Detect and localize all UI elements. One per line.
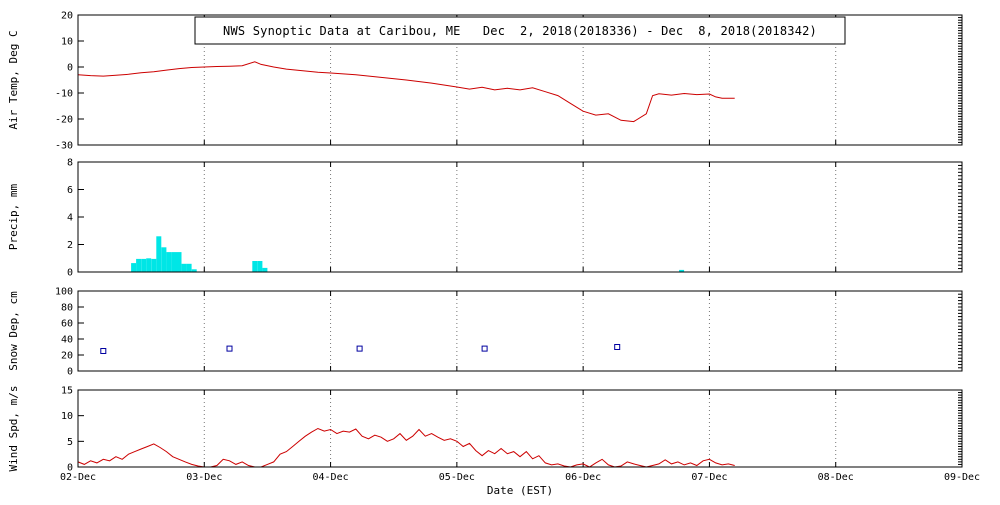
y-tick-label: 0 (67, 463, 73, 474)
precip-bar (161, 247, 167, 273)
y-tick-label: 10 (61, 411, 73, 422)
x-tick-label: 02-Dec (60, 472, 96, 483)
y-tick-label: -10 (55, 89, 73, 100)
chart-title: NWS Synoptic Data at Caribou, ME Dec 2, … (223, 24, 817, 38)
chart-panels: -30 -20 -10 0 10 20 Air Temp, Deg C 0 2 4 6 8 Precip… (7, 11, 980, 484)
panel-precip-border (77, 161, 963, 273)
snow-depth-marker (226, 345, 233, 352)
precip-bar (136, 258, 142, 272)
precip-bar (131, 263, 137, 272)
y-axis-label-snow-depth: Snow Dep, cm (7, 291, 20, 371)
y-axis-label-precip: Precip, mm (7, 184, 20, 251)
y-tick-label: 60 (61, 319, 73, 330)
y-tick-label: 6 (67, 185, 73, 196)
precip-bar (151, 258, 157, 272)
panel-air-temp: -30 -20 -10 0 10 20 Air Temp, Deg C (7, 11, 963, 152)
precip-bar (166, 252, 172, 272)
x-tick-label: 03-Dec (186, 472, 222, 483)
panel-air-temp-border (77, 14, 963, 146)
y-tick-label: 20 (61, 11, 73, 22)
air-temp-series-line (77, 61, 735, 123)
precip-bar (262, 267, 268, 272)
wind-speed-series-line (77, 427, 735, 468)
snow-depth-marker (356, 345, 363, 352)
panel-wind-speed: 0 5 10 15 Wind Spd, m/s (7, 385, 963, 474)
y-axis-label-wind-speed: Wind Spd, m/s (7, 385, 20, 471)
x-tick-label: 07-Dec (691, 472, 727, 483)
y-tick-label: 5 (67, 437, 73, 448)
x-tick-label: 08-Dec (818, 472, 854, 483)
panel-snow-depth-border (77, 290, 963, 372)
y-tick-label: 80 (61, 303, 73, 314)
y-tick-label: -20 (55, 115, 73, 126)
y-axis-label-air-temp: Air Temp, Deg C (7, 30, 20, 129)
y-tick-label: 15 (61, 386, 73, 397)
y-tick-label: 4 (67, 213, 73, 224)
precip-bar (171, 252, 177, 272)
panel-snow-depth: 0 20 40 60 80 100 Snow Dep, cm (7, 287, 963, 378)
y-tick-label: 10 (61, 37, 73, 48)
precip-bar (156, 236, 162, 273)
y-tick-label: 0 (67, 63, 73, 74)
precip-bar (191, 269, 197, 273)
x-tick-label: 06-Dec (565, 472, 601, 483)
y-tick-label: 2 (67, 240, 73, 251)
precip-bar (181, 263, 187, 273)
panel-wind-speed-border (77, 389, 963, 468)
y-tick-label: -30 (55, 141, 73, 152)
y-tick-label: 40 (61, 335, 73, 346)
snow-depth-marker (100, 348, 107, 354)
snow-depth-marker (481, 345, 488, 352)
y-tick-label: 20 (61, 351, 73, 362)
snow-depth-marker (614, 344, 621, 350)
panel-precip: 0 2 4 6 8 Precip, mm (7, 158, 963, 279)
precip-bar (146, 258, 152, 273)
precip-bar (186, 263, 192, 273)
x-axis-title: Date (EST) (487, 484, 553, 497)
precip-bar (176, 252, 182, 272)
precip-bar (679, 269, 685, 272)
title-box (194, 16, 846, 45)
y-tick-label: 100 (55, 287, 73, 298)
precip-bar (252, 261, 258, 272)
y-tick-label: 0 (67, 367, 73, 378)
precip-bar (257, 261, 263, 272)
y-tick-label: 0 (67, 268, 73, 279)
x-tick-label: 05-Dec (439, 472, 475, 483)
y-tick-label: 8 (67, 158, 73, 169)
x-tick-label: 09-Dec (944, 472, 980, 483)
precip-bar (141, 258, 147, 272)
x-tick-label: 04-Dec (313, 472, 349, 483)
